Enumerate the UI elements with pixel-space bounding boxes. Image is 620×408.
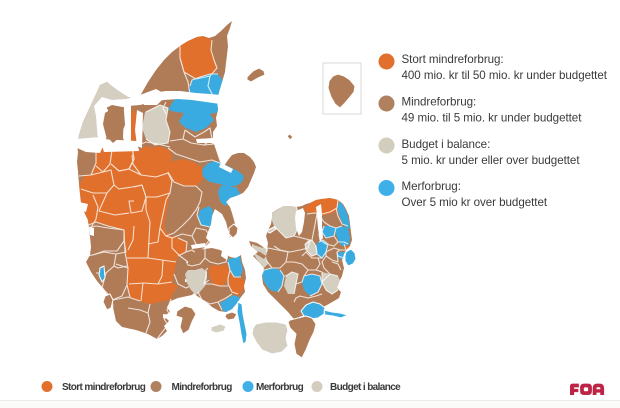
svg-text:Mindreforbrug:: Mindreforbrug:: [402, 96, 477, 109]
svg-text:Stort mindreforbrug: Stort mindreforbrug: [62, 382, 146, 393]
svg-text:Stort mindreforbrug:: Stort mindreforbrug:: [402, 53, 504, 66]
svg-text:Budget i balance: Budget i balance: [330, 382, 401, 393]
svg-text:400 mio. kr til 50 mio. kr und: 400 mio. kr til 50 mio. kr under budgett…: [402, 69, 608, 82]
svg-text:49 mio. til 5 mio. kr under bu: 49 mio. til 5 mio. kr under budgettet: [402, 112, 583, 125]
svg-text:Merforbrug: Merforbrug: [256, 382, 304, 393]
svg-text:Mindreforbrug: Mindreforbrug: [172, 382, 233, 393]
svg-text:Merforbrug:: Merforbrug:: [402, 180, 461, 193]
svg-text:5 mio. kr under eller over bud: 5 mio. kr under eller over budgettet: [402, 154, 581, 167]
svg-text:Budget i balance:: Budget i balance:: [402, 138, 491, 151]
svg-text:Over 5 mio kr over budgettet: Over 5 mio kr over budgettet: [402, 196, 548, 209]
